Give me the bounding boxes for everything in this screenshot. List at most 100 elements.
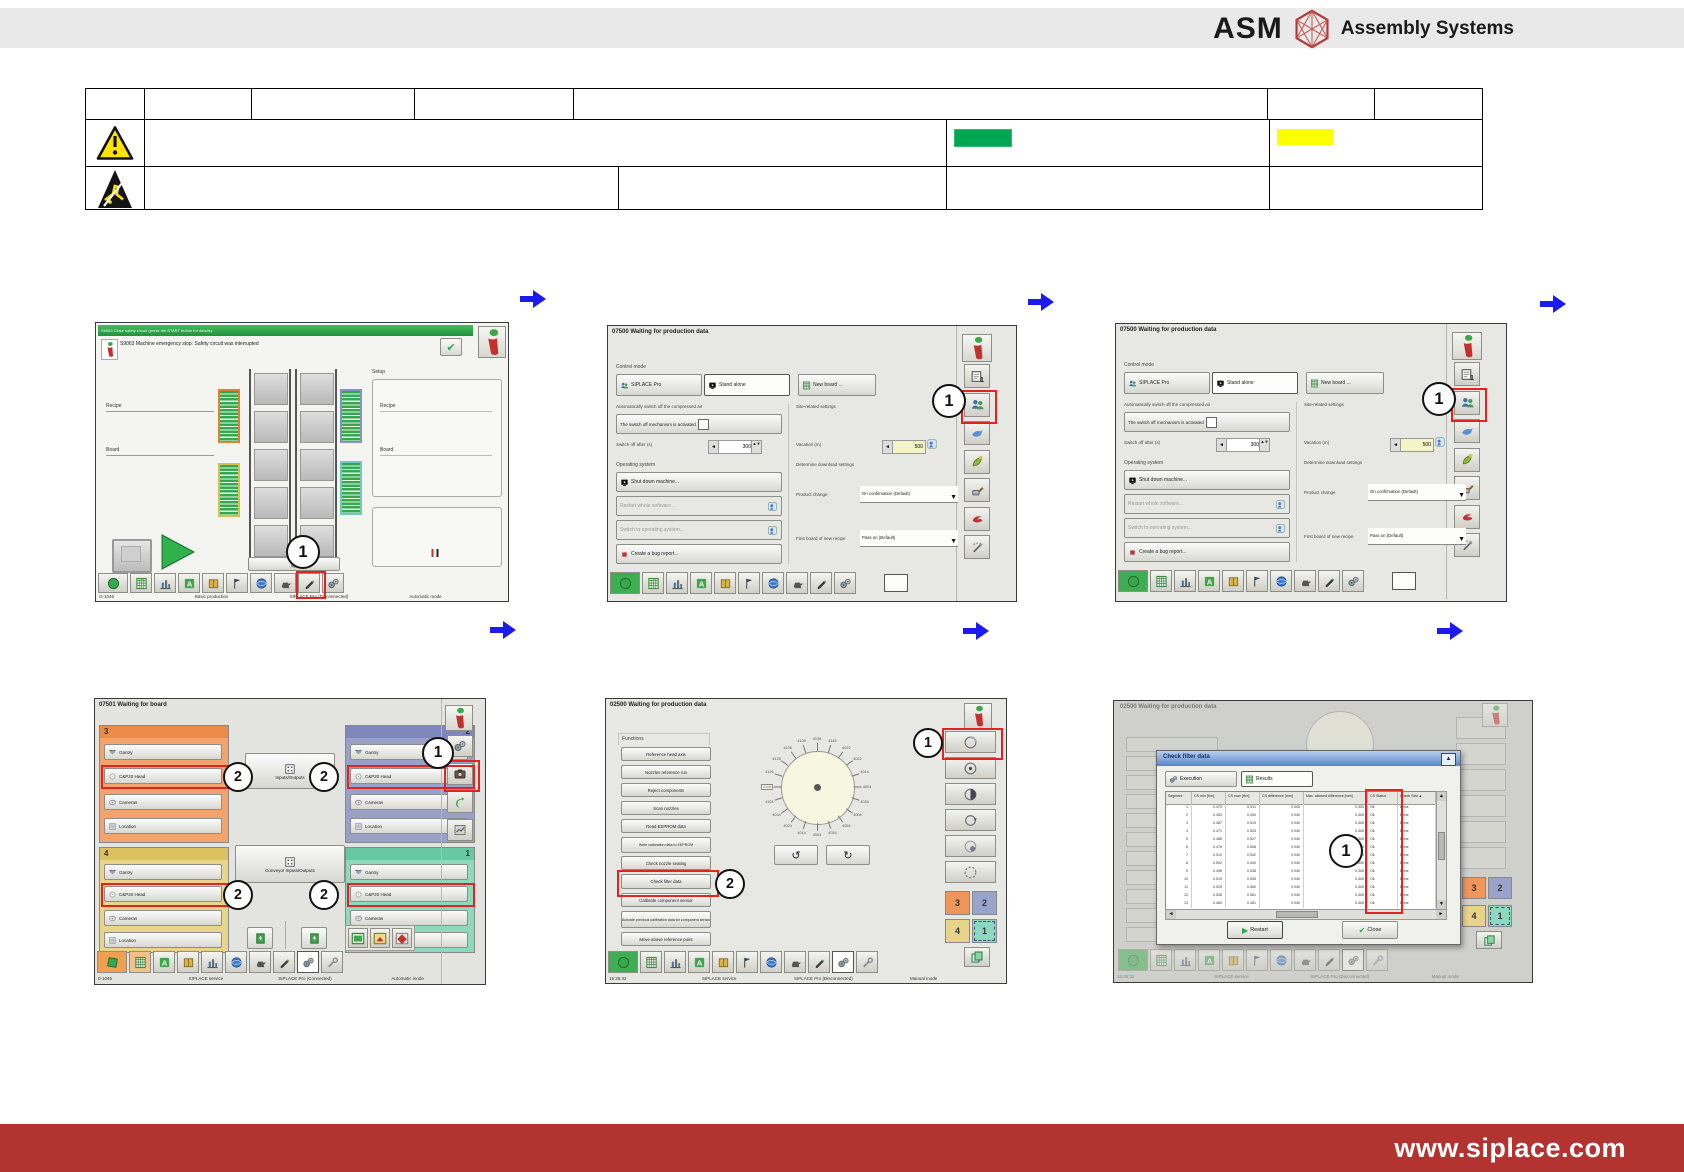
button-create-a-bug-report-[interactable]: Create a bug report... [1124, 542, 1290, 562]
button-confirm[interactable]: ✔ [440, 338, 462, 356]
toolbar-feeder-table[interactable] [1150, 570, 1172, 592]
button-the-switch-off-mechanism-is-activated[interactable]: The switch off mechanism is activated [616, 414, 782, 434]
button-gantry[interactable]: Gantry [104, 864, 222, 880]
toolbar-oil-can[interactable] [784, 951, 806, 973]
button-create-a-bug-report-[interactable]: Create a bug report... [616, 544, 782, 564]
button-switch-to-operating-system-[interactable]: Switch to operating system... [1124, 518, 1290, 538]
toolbar-vision-camera[interactable] [762, 572, 784, 594]
button-new-board-[interactable]: New board ... [798, 374, 876, 396]
toolbar-board-a[interactable]: A [1198, 949, 1220, 971]
spin-updown[interactable]: ▲▼ [1259, 438, 1270, 452]
toolbar-magazine-box[interactable] [202, 573, 224, 593]
popup-trio-green[interactable] [348, 928, 368, 948]
toolbar-gear-tools[interactable] [834, 572, 856, 594]
button-location[interactable]: Location [350, 818, 468, 834]
toolbar-board-a[interactable]: A [178, 573, 200, 593]
button-read-eeprom-data[interactable]: Read EEPROM data [621, 819, 711, 833]
button-cameras[interactable]: Cameras [104, 794, 222, 810]
toolbar-copy[interactable] [1476, 931, 1502, 949]
checkbox[interactable] [697, 418, 709, 430]
toolbar-status-sphere[interactable] [1118, 570, 1148, 592]
popup-trio-yellow[interactable] [370, 928, 390, 948]
toolbar-flag[interactable] [1246, 570, 1268, 592]
toolbar-circle-small[interactable] [945, 835, 996, 857]
button-cameras[interactable]: Cameras [350, 910, 468, 926]
toolbar-board-a[interactable]: A [688, 951, 710, 973]
toolbar-vision-camera[interactable] [250, 573, 272, 593]
stop-button[interactable] [112, 539, 152, 573]
button-reference-head-axis[interactable]: Reference head axis [621, 747, 711, 761]
toolbar-feeder-table[interactable] [642, 572, 664, 594]
gantry-square-3[interactable]: 3 [945, 891, 970, 915]
gantry-square-4[interactable]: 4 [1462, 905, 1486, 927]
toolbar-flag[interactable] [226, 573, 248, 593]
button-siplace-pro[interactable]: SIPLACE Pro [1124, 372, 1210, 394]
gantry-square-4[interactable]: 4 [945, 919, 970, 943]
gantry-square-1[interactable]: 1 [1488, 905, 1512, 927]
toolbar-status-sphere[interactable] [1118, 949, 1148, 971]
toolbar-leaf[interactable] [964, 449, 990, 474]
toolbar-magazine-box[interactable] [177, 951, 199, 973]
toolbar-bar-chart[interactable] [154, 573, 176, 593]
button-move-above-reference-point[interactable]: Move above reference point [621, 932, 711, 946]
button-gantry[interactable]: Gantry [350, 864, 468, 880]
toolbar-feeder-table[interactable] [640, 951, 662, 973]
spin-updown[interactable]: ▲▼ [751, 440, 762, 454]
toolbar-oil-can[interactable] [1294, 570, 1316, 592]
toolbar-bar-chart[interactable] [664, 951, 686, 973]
toolbar-hand-tool[interactable] [964, 478, 990, 502]
button-siplace-pro[interactable]: SIPLACE Pro [616, 374, 702, 396]
switch-after-value[interactable]: 300 [718, 440, 754, 454]
toolbar-feeder-table[interactable] [130, 573, 152, 593]
toolbar-feeder-table[interactable] [129, 951, 151, 973]
gantry-square-1[interactable]: 1 [972, 919, 997, 943]
toolbar-oil-can[interactable] [249, 951, 271, 973]
toolbar-oil-can[interactable] [1294, 949, 1316, 971]
button-nozzles-reference-run[interactable]: Nozzles reference run [621, 765, 711, 779]
switch-after-value[interactable]: 300 [1226, 438, 1262, 452]
first-board-dropdown[interactable]: Pass on (Default) ▼ [860, 530, 958, 547]
button-check-filter-data[interactable]: Check filter data [621, 874, 711, 889]
vacation-value[interactable]: 500 [1400, 438, 1434, 452]
toolbar-camera[interactable] [447, 763, 473, 785]
product-change-dropdown[interactable]: On confirmation (Default) ▼ [1368, 484, 1466, 501]
toolbar-magazine-box[interactable] [1222, 570, 1244, 592]
toolbar-feeder-table[interactable] [1150, 949, 1172, 971]
button-results[interactable]: Results [1241, 771, 1313, 787]
button--[interactable]: ↻ [826, 845, 870, 865]
toolbar-status-cube[interactable] [97, 951, 127, 973]
toolbar-copy[interactable] [964, 947, 990, 967]
toolbar-board-a[interactable]: A [153, 951, 175, 973]
button-sensor-left[interactable] [247, 927, 273, 949]
toolbar-pencil[interactable] [273, 951, 295, 973]
toolbar-board-a[interactable]: A [1198, 570, 1220, 592]
toolbar-users[interactable] [1454, 390, 1480, 415]
toolbar-gear-tools[interactable] [832, 951, 854, 973]
button-c-p20-head[interactable]: C&P20 Head [104, 886, 222, 902]
gantry-square-2[interactable]: 2 [1488, 877, 1512, 899]
button-restart-whole-software-[interactable]: Restart whole software... [616, 496, 782, 516]
toolbar-red-swoosh[interactable] [964, 506, 990, 531]
start-button[interactable] [158, 533, 198, 571]
button-conveyor-inputs-outputs[interactable]: Conveyor Inputs/Outputs [235, 845, 345, 883]
button-sensor-right[interactable] [301, 927, 327, 949]
button-new-board-[interactable]: New board ... [1306, 372, 1384, 394]
gantry-square-2[interactable]: 2 [972, 891, 997, 915]
toolbar-board-a[interactable]: A [690, 572, 712, 594]
toolbar-gear-tools[interactable] [322, 573, 344, 593]
toolbar-flag[interactable] [736, 951, 758, 973]
button-c-p20-head[interactable]: C&P20 Head [104, 768, 222, 784]
toolbar-gear-tools[interactable] [1342, 949, 1364, 971]
toolbar-pencil[interactable] [1318, 570, 1340, 592]
toolbar-magazine-box[interactable] [1222, 949, 1244, 971]
button-c-p20-head[interactable]: C&P20 Head [350, 768, 468, 784]
toolbar-circle-half[interactable] [945, 783, 996, 805]
button-stand-alone[interactable]: Stand alone [1212, 372, 1298, 394]
toolbar-pencil[interactable] [810, 572, 832, 594]
toolbar-vision-camera[interactable] [1270, 949, 1292, 971]
toolbar-gear-tools[interactable] [1342, 570, 1364, 592]
toolbar-circle-rotate[interactable] [945, 809, 996, 831]
button-location[interactable]: Location [104, 932, 222, 948]
button--[interactable]: ↺ [774, 845, 818, 865]
toolbar-recycle[interactable] [447, 791, 473, 813]
